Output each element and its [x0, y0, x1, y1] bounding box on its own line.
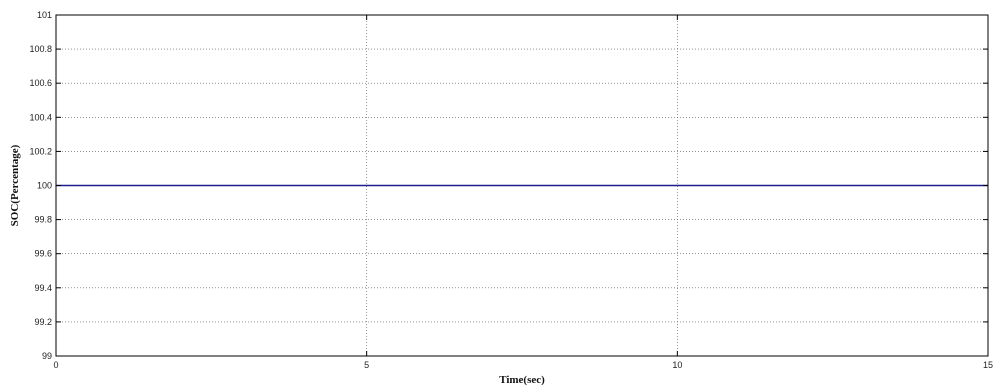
tick-labels: 9999.299.499.699.8100100.2100.4100.6100.… — [29, 10, 993, 370]
y-tick-label: 100.6 — [29, 78, 52, 88]
x-tick-label: 15 — [983, 360, 993, 370]
x-axis-title: Time(sec) — [499, 374, 545, 386]
y-tick-label: 100.8 — [29, 44, 52, 54]
y-tick-label: 100 — [37, 181, 52, 191]
x-tick-label: 10 — [672, 360, 682, 370]
y-tick-label: 99.8 — [34, 215, 52, 225]
x-tick-label: 0 — [53, 360, 58, 370]
x-tick-label: 5 — [364, 360, 369, 370]
y-tick-label: 99.6 — [34, 249, 52, 259]
y-tick-label: 101 — [37, 10, 52, 20]
y-tick-label: 100.4 — [29, 112, 52, 122]
tick-marks — [55, 14, 989, 357]
y-tick-label: 99 — [42, 351, 52, 361]
y-tick-label: 99.2 — [34, 317, 52, 327]
y-tick-label: 100.2 — [29, 146, 52, 156]
y-tick-label: 99.4 — [34, 283, 52, 293]
y-axis-title: SOC(Percentage) — [9, 144, 21, 226]
